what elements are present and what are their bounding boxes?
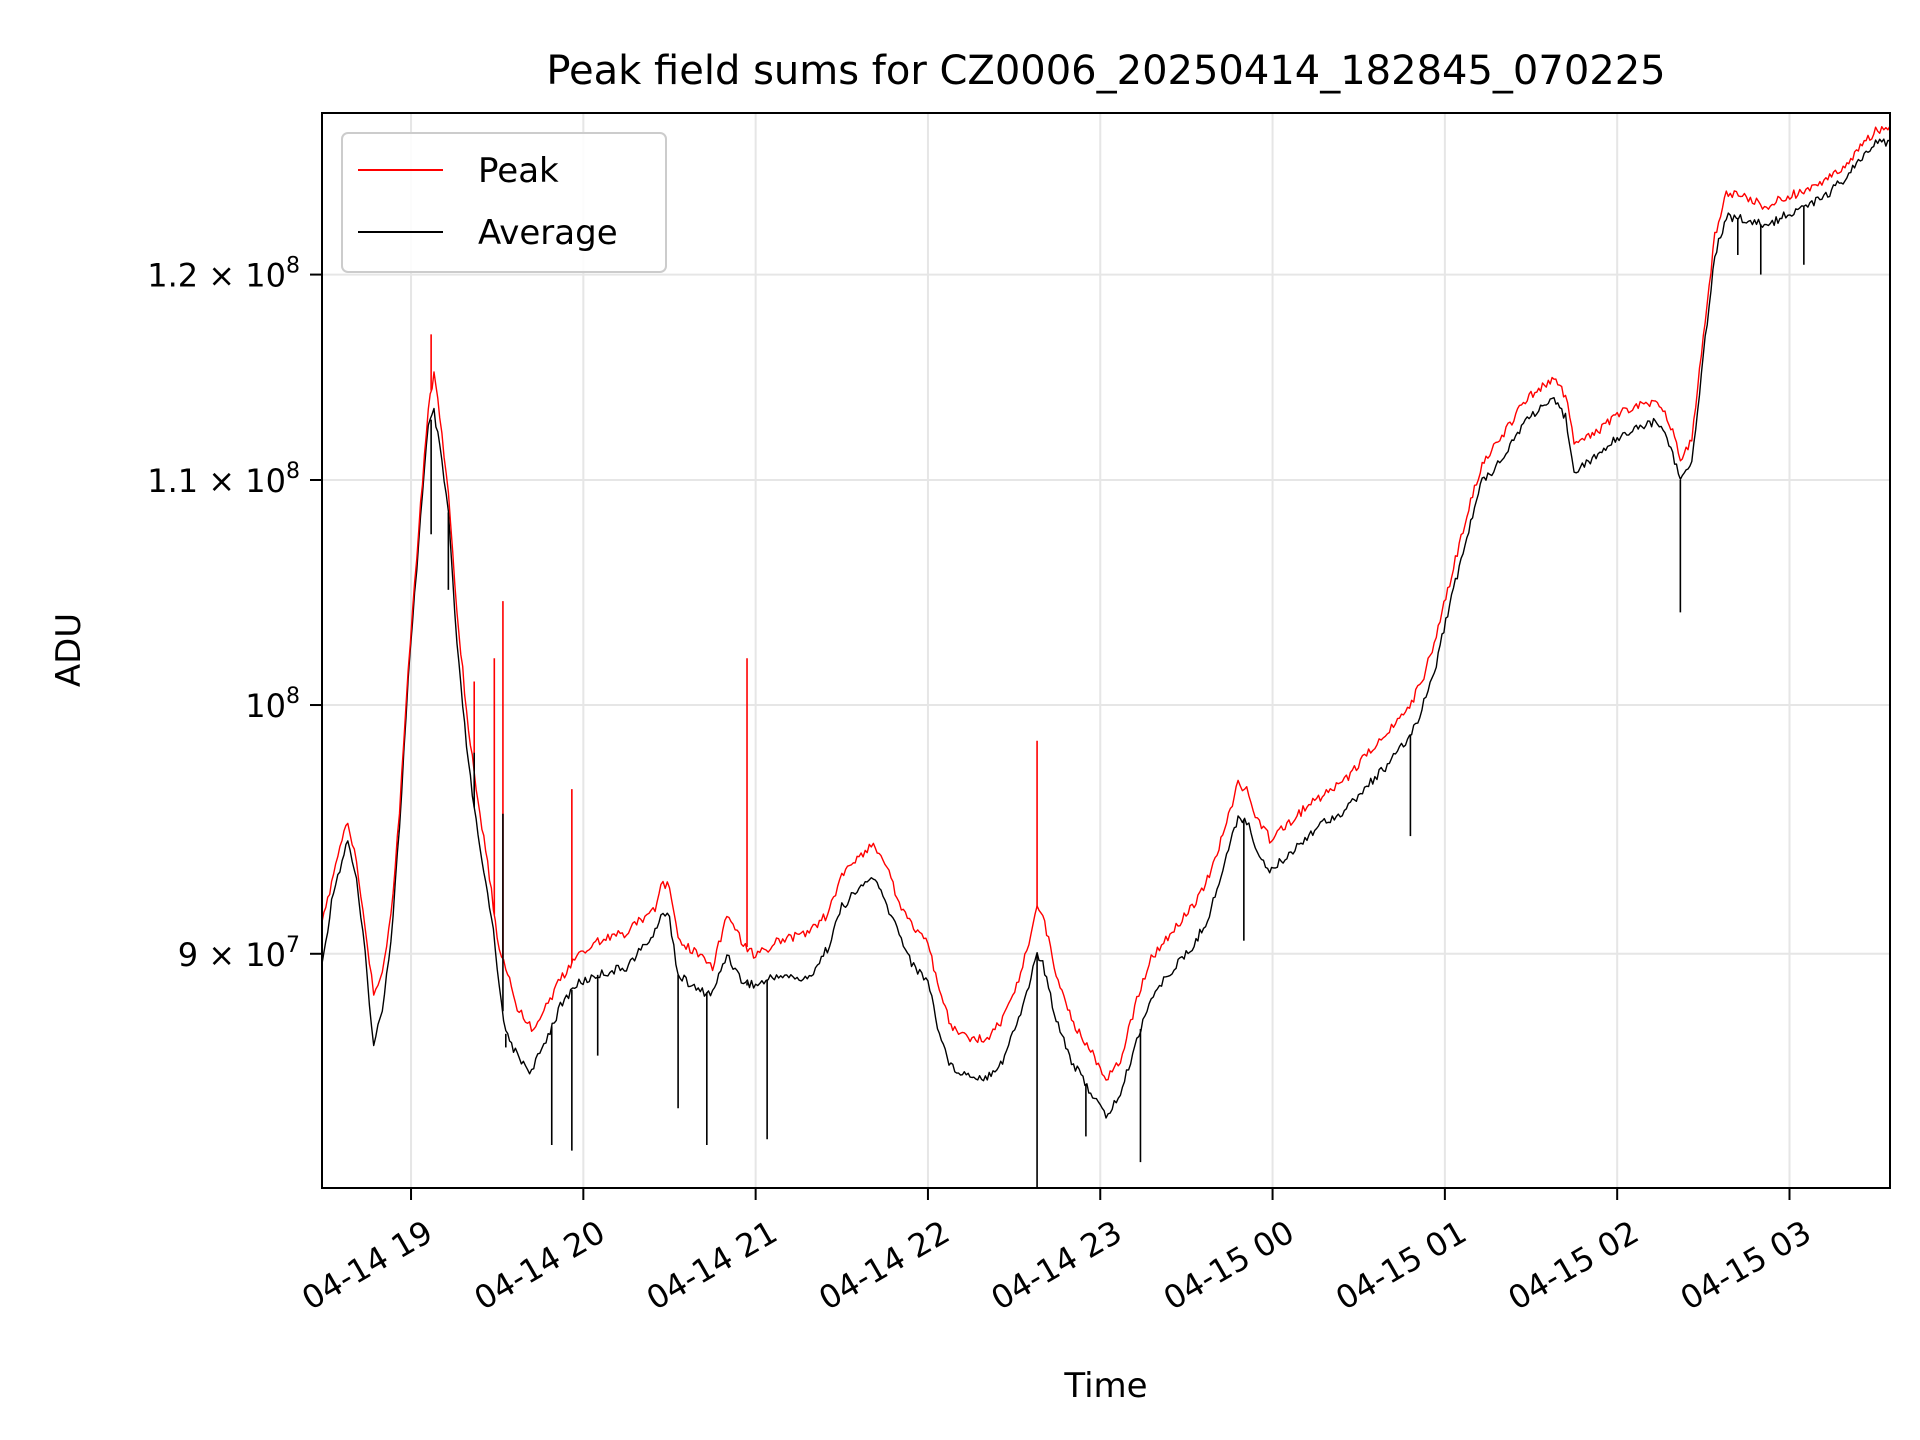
chart-title: Peak field sums for CZ0006_20250414_1828…: [546, 48, 1665, 94]
y-axis: 9 × 107 108 1.1 × 108 1.2 × 108: [147, 254, 322, 974]
plot-frame: [321, 112, 1891, 1189]
series-lines: [321, 125, 1891, 1119]
legend-box: [341, 132, 667, 273]
grid: [322, 113, 1890, 1188]
y-tick-label: 1.2 × 108: [147, 254, 300, 295]
y-tick-label: 108: [245, 684, 300, 725]
y-tick-label: 1.1 × 108: [147, 459, 300, 500]
x-axis-label: Time: [1063, 1366, 1147, 1406]
y-tick-label: 9 × 107: [178, 933, 300, 974]
legend: Peak Average: [341, 132, 667, 273]
series-line-average: [321, 138, 1891, 1119]
series-line-peak: [321, 125, 1891, 1081]
spike-marks: [430, 206, 1805, 1188]
legend-label-peak: Peak: [478, 151, 559, 191]
legend-label-average: Average: [478, 213, 618, 253]
y-axis-label: ADU: [49, 613, 89, 687]
